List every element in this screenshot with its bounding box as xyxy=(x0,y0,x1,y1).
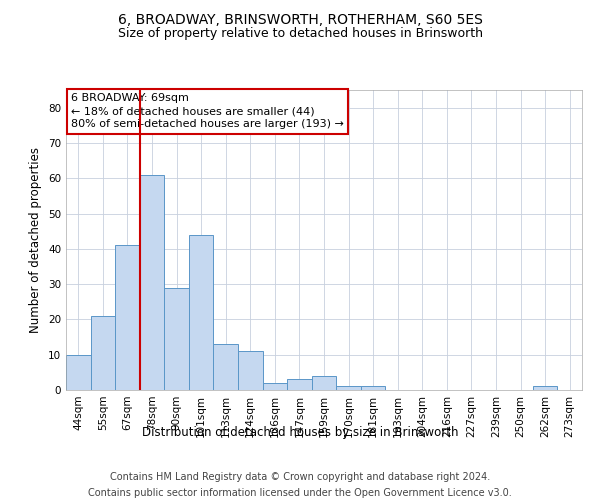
Bar xyxy=(361,386,385,390)
Bar xyxy=(287,380,312,390)
Text: Distribution of detached houses by size in Brinsworth: Distribution of detached houses by size … xyxy=(142,426,458,439)
Bar xyxy=(91,316,115,390)
Bar xyxy=(263,383,287,390)
Text: Contains HM Land Registry data © Crown copyright and database right 2024.: Contains HM Land Registry data © Crown c… xyxy=(110,472,490,482)
Text: 6, BROADWAY, BRINSWORTH, ROTHERHAM, S60 5ES: 6, BROADWAY, BRINSWORTH, ROTHERHAM, S60 … xyxy=(118,12,482,26)
Text: Contains public sector information licensed under the Open Government Licence v3: Contains public sector information licen… xyxy=(88,488,512,498)
Bar xyxy=(189,234,214,390)
Bar xyxy=(312,376,336,390)
Bar xyxy=(66,354,91,390)
Bar xyxy=(238,351,263,390)
Y-axis label: Number of detached properties: Number of detached properties xyxy=(29,147,43,333)
Bar xyxy=(164,288,189,390)
Text: 6 BROADWAY: 69sqm
← 18% of detached houses are smaller (44)
80% of semi-detached: 6 BROADWAY: 69sqm ← 18% of detached hous… xyxy=(71,93,344,130)
Bar xyxy=(533,386,557,390)
Bar xyxy=(214,344,238,390)
Bar xyxy=(115,246,140,390)
Bar xyxy=(336,386,361,390)
Bar xyxy=(140,174,164,390)
Text: Size of property relative to detached houses in Brinsworth: Size of property relative to detached ho… xyxy=(118,28,482,40)
